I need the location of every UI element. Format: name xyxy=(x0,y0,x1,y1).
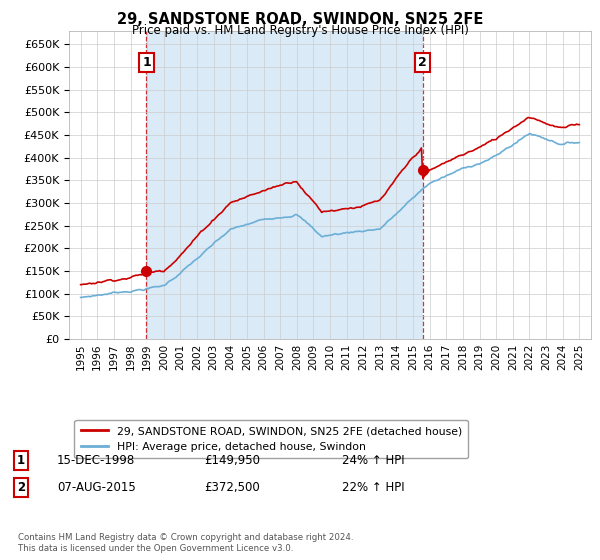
Text: 1: 1 xyxy=(17,454,25,467)
Text: 2: 2 xyxy=(17,480,25,494)
Text: 1: 1 xyxy=(142,56,151,69)
Legend: 29, SANDSTONE ROAD, SWINDON, SN25 2FE (detached house), HPI: Average price, deta: 29, SANDSTONE ROAD, SWINDON, SN25 2FE (d… xyxy=(74,419,469,458)
Text: £149,950: £149,950 xyxy=(204,454,260,467)
Text: 15-DEC-1998: 15-DEC-1998 xyxy=(57,454,135,467)
Bar xyxy=(146,31,423,339)
Text: 2: 2 xyxy=(418,56,427,69)
Text: 07-AUG-2015: 07-AUG-2015 xyxy=(57,480,136,494)
Text: 29, SANDSTONE ROAD, SWINDON, SN25 2FE: 29, SANDSTONE ROAD, SWINDON, SN25 2FE xyxy=(117,12,483,27)
Text: £372,500: £372,500 xyxy=(204,480,260,494)
Text: Contains HM Land Registry data © Crown copyright and database right 2024.
This d: Contains HM Land Registry data © Crown c… xyxy=(18,533,353,553)
Text: Price paid vs. HM Land Registry's House Price Index (HPI): Price paid vs. HM Land Registry's House … xyxy=(131,24,469,37)
Text: 24% ↑ HPI: 24% ↑ HPI xyxy=(342,454,404,467)
Text: 22% ↑ HPI: 22% ↑ HPI xyxy=(342,480,404,494)
